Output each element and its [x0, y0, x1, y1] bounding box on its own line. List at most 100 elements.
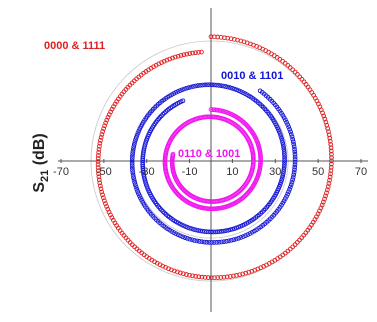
- data-point: [131, 144, 137, 149]
- data-point: [328, 164, 334, 170]
- data-point: [291, 141, 297, 147]
- data-point: [170, 55, 175, 61]
- data-point: [191, 84, 196, 89]
- data-point: [281, 115, 287, 121]
- data-point: [130, 168, 135, 173]
- data-point: [258, 155, 263, 160]
- data-point: [325, 126, 331, 131]
- data-point: [100, 192, 105, 198]
- data-point: [281, 149, 287, 154]
- data-point: [197, 228, 203, 234]
- data-point: [284, 194, 289, 199]
- data-point: [278, 179, 284, 185]
- data-point: [329, 161, 334, 167]
- data-point: [191, 227, 197, 232]
- data-point: [201, 239, 207, 245]
- data-point: [101, 195, 106, 201]
- data-point: [130, 170, 136, 176]
- data-point: [284, 119, 289, 125]
- data-point: [200, 228, 205, 234]
- data-point: [326, 132, 332, 138]
- data-point: [96, 174, 102, 180]
- data-point: [292, 164, 298, 170]
- data-point: [281, 166, 287, 172]
- data-point: [327, 177, 332, 183]
- series-label-0000-1111: 0000 & 1111: [44, 40, 105, 52]
- data-point: [197, 239, 202, 244]
- data-point: [292, 162, 298, 167]
- data-point: [288, 131, 294, 137]
- data-point: [206, 229, 212, 235]
- data-point: [225, 84, 231, 90]
- data-point: [161, 58, 167, 64]
- data-point: [135, 189, 140, 194]
- data-point: [292, 69, 298, 75]
- data-point: [280, 173, 286, 179]
- data-point: [142, 178, 148, 184]
- data-point: [102, 198, 107, 204]
- data-point: [202, 82, 208, 88]
- data-point: [223, 228, 229, 234]
- data-point: [292, 149, 298, 155]
- data-point: [190, 50, 195, 56]
- data-point: [187, 236, 193, 242]
- data-point: [130, 151, 135, 157]
- data-point: [95, 159, 101, 164]
- data-point: [187, 51, 193, 56]
- data-point: [103, 201, 108, 206]
- data-point: [240, 271, 246, 277]
- data-point: [210, 229, 216, 235]
- data-point: [236, 235, 241, 241]
- data-point: [290, 67, 296, 73]
- data-point: [223, 84, 228, 89]
- data-point: [285, 63, 291, 68]
- data-point: [135, 130, 141, 136]
- data-point: [101, 126, 106, 131]
- data-point: [181, 271, 186, 277]
- data-point: [133, 135, 139, 140]
- data-point: [199, 49, 204, 55]
- data-marks: [95, 34, 334, 281]
- data-point: [285, 191, 290, 197]
- data-point: [247, 231, 253, 236]
- data-point: [131, 177, 137, 183]
- x-tick-label-1: -50: [96, 166, 112, 178]
- data-point: [224, 274, 230, 280]
- data-point: [142, 143, 148, 149]
- data-point: [175, 53, 181, 59]
- data-point: [327, 174, 333, 180]
- data-point: [282, 157, 287, 163]
- data-point: [291, 172, 297, 178]
- data-point: [199, 239, 205, 245]
- data-point: [217, 229, 222, 234]
- data-point: [282, 160, 287, 165]
- data-point: [104, 117, 110, 123]
- data-point: [164, 57, 170, 63]
- data-point: [180, 234, 186, 240]
- data-point: [130, 172, 136, 178]
- data-point: [96, 171, 101, 177]
- data-point: [224, 238, 229, 244]
- data-point: [234, 273, 239, 278]
- data-point: [177, 88, 183, 93]
- data-point: [209, 240, 215, 245]
- x-tick-label-5: 30: [269, 166, 281, 178]
- data-point: [95, 162, 101, 167]
- data-point: [184, 272, 189, 277]
- data-point: [100, 129, 106, 134]
- data-point: [279, 137, 285, 143]
- data-point: [206, 240, 212, 245]
- data-point: [292, 167, 297, 173]
- data-point: [192, 238, 197, 243]
- data-point: [283, 117, 288, 123]
- data-point: [188, 84, 194, 90]
- data-point: [170, 151, 176, 157]
- data-point: [328, 168, 334, 173]
- data-point: [221, 239, 227, 245]
- y-axis-label: S21 (dB): [31, 133, 51, 192]
- data-point: [258, 158, 263, 163]
- data-point: [99, 189, 105, 195]
- data-point: [216, 239, 222, 245]
- x-tick-label-4: 10: [226, 166, 238, 178]
